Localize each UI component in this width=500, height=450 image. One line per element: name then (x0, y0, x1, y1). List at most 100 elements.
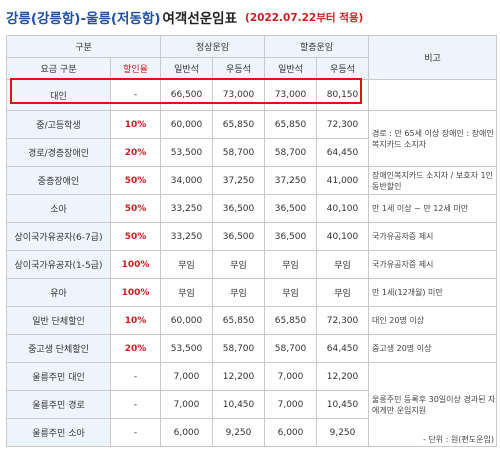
peak-general-fare: 37,250 (264, 166, 317, 195)
table-row: 중/고등학생 10% 60,000 65,850 65,850 72,300 경… (6, 110, 497, 167)
peak-general-fare: 36,500 (264, 222, 317, 251)
row-note (368, 79, 497, 111)
peak-premium-fare: 10,450 (316, 390, 369, 419)
header-regular: 정상운임 (160, 35, 265, 58)
row-rate: 20% (110, 334, 161, 363)
row-rate: - (110, 79, 161, 111)
peak-general-fare: 6,000 (264, 418, 317, 447)
regular-premium-fare: 36,500 (212, 222, 265, 251)
row-note: 만 1세 이상 ~ 만 12세 미만 (368, 194, 497, 223)
row-rate: 50% (110, 166, 161, 195)
fare-table: 구분 정상운임 할증운임 비고 요금 구분 할인율 일반석 우등석 일반석 우등… (6, 35, 497, 447)
regular-premium-fare: 73,000 (212, 79, 265, 111)
peak-premium-fare: 무임 (316, 278, 369, 307)
peak-premium-fare: 72,300 (316, 306, 369, 335)
regular-premium-fare: 무임 (212, 250, 265, 279)
effective-date: (2022.07.22부터 적용) (245, 11, 364, 24)
peak-general-fare: 36,500 (264, 194, 317, 223)
peak-premium-fare: 40,100 (316, 222, 369, 251)
row-rate: 10% (110, 110, 161, 139)
row-rate: - (110, 390, 161, 419)
regular-general-fare: 34,000 (160, 166, 213, 195)
row-label: 상이국가유공자(6-7급) (6, 222, 111, 251)
row-note: 장애인복지카드 소지자 / 보호자 1인 동반할인 (368, 166, 497, 195)
header-regular-premium: 우등석 (212, 57, 265, 80)
peak-general-fare: 무임 (264, 278, 317, 307)
unit-note: - 단위 : 원(편도운임) (423, 435, 494, 444)
regular-general-fare: 33,250 (160, 194, 213, 223)
row-rate: 20% (110, 138, 161, 167)
peak-premium-fare: 80,150 (316, 79, 369, 111)
table-row: 울릉주민 경로 - 7,000 10,450 7,000 10,450 (6, 390, 497, 419)
regular-premium-fare: 무임 (212, 278, 265, 307)
peak-premium-fare: 9,250 (316, 418, 369, 447)
row-rate: 50% (110, 194, 161, 223)
peak-premium-fare: 40,100 (316, 194, 369, 223)
regular-general-fare: 7,000 (160, 362, 213, 391)
regular-premium-fare: 65,850 (212, 110, 265, 139)
table-row: 상이국가유공자(6-7급) 50% 33,250 36,500 36,500 4… (6, 222, 497, 251)
peak-general-fare: 58,700 (264, 138, 317, 167)
regular-general-fare: 53,500 (160, 138, 213, 167)
peak-general-fare: 65,850 (264, 306, 317, 335)
row-label: 울릉주민 대인 (6, 362, 111, 391)
row-label: 유아 (6, 278, 111, 307)
peak-premium-fare: 12,200 (316, 362, 369, 391)
row-label: 울릉주민 경로 (6, 390, 111, 419)
header-peak-general: 일반석 (264, 57, 317, 80)
regular-premium-fare: 9,250 (212, 418, 265, 447)
regular-general-fare: 7,000 (160, 390, 213, 419)
header-peak-premium: 우등석 (316, 57, 369, 80)
row-rate: - (110, 362, 161, 391)
header-fare-type: 요금 구분 (6, 57, 111, 80)
table-row: 울릉주민 대인 - 7,000 12,200 7,000 12,200 울릉주민… (6, 362, 497, 447)
peak-premium-fare: 64,450 (316, 334, 369, 363)
peak-premium-fare: 72,300 (316, 110, 369, 139)
peak-general-fare: 7,000 (264, 390, 317, 419)
regular-premium-fare: 10,450 (212, 390, 265, 419)
row-note: 울릉주민 등록후 30일이상 경과된 자에게만 운임지원 (368, 362, 497, 447)
row-note: 국가유공자증 제시 (368, 250, 497, 279)
row-label: 상이국가유공자(1-5급) (6, 250, 111, 279)
row-note: 국가유공자증 제시 (368, 222, 497, 251)
row-label: 중/고등학생 (6, 110, 111, 139)
table-row: 유아 100% 무임 무임 무임 무임 만 1세(12개월) 미만 (6, 278, 497, 307)
row-note: 대인 20명 이상 (368, 306, 497, 335)
regular-premium-fare: 58,700 (212, 334, 265, 363)
regular-general-fare: 33,250 (160, 222, 213, 251)
row-rate: 50% (110, 222, 161, 251)
regular-general-fare: 53,500 (160, 334, 213, 363)
row-rate: 10% (110, 306, 161, 335)
regular-premium-fare: 65,850 (212, 306, 265, 335)
regular-premium-fare: 58,700 (212, 138, 265, 167)
title-bar: 강릉(강릉항)-울릉(저동항) 여객선운임표 (2022.07.22부터 적용) (0, 0, 500, 34)
regular-general-fare: 무임 (160, 278, 213, 307)
row-label: 중고생 단체할인 (6, 334, 111, 363)
peak-general-fare: 7,000 (264, 362, 317, 391)
regular-general-fare: 무임 (160, 250, 213, 279)
header-remarks: 비고 (368, 35, 497, 80)
row-label: 중증장애인 (6, 166, 111, 195)
regular-general-fare: 60,000 (160, 306, 213, 335)
peak-general-fare: 무임 (264, 250, 317, 279)
table-row: 경로/경증장애인 20% 53,500 58,700 58,700 64,450 (6, 138, 497, 167)
row-label: 일반 단체할인 (6, 306, 111, 335)
row-label: 경로/경증장애인 (6, 138, 111, 167)
peak-premium-fare: 41,000 (316, 166, 369, 195)
row-rate: - (110, 418, 161, 447)
row-label: 대인 (6, 79, 111, 111)
regular-general-fare: 6,000 (160, 418, 213, 447)
row-label: 소아 (6, 194, 111, 223)
table-row: 중고생 단체할인 20% 53,500 58,700 58,700 64,450… (6, 334, 497, 363)
table-title: 여객선운임표 (162, 11, 238, 27)
header-regular-general: 일반석 (160, 57, 213, 80)
row-note: 경로 : 만 65세 이상 장애인 : 장애인복지카드 소지자 (368, 110, 497, 167)
table-row: 중증장애인 50% 34,000 37,250 37,250 41,000 장애… (6, 166, 497, 195)
table-row: 대인 - 66,500 73,000 73,000 80,150 (6, 79, 497, 111)
peak-premium-fare: 64,450 (316, 138, 369, 167)
header-peak: 할증운임 (264, 35, 369, 58)
peak-general-fare: 65,850 (264, 110, 317, 139)
row-label: 울릉주민 소아 (6, 418, 111, 447)
table-row: 울릉주민 소아 - 6,000 9,250 6,000 9,250 (6, 418, 497, 447)
row-note: 만 1세(12개월) 미만 (368, 278, 497, 307)
